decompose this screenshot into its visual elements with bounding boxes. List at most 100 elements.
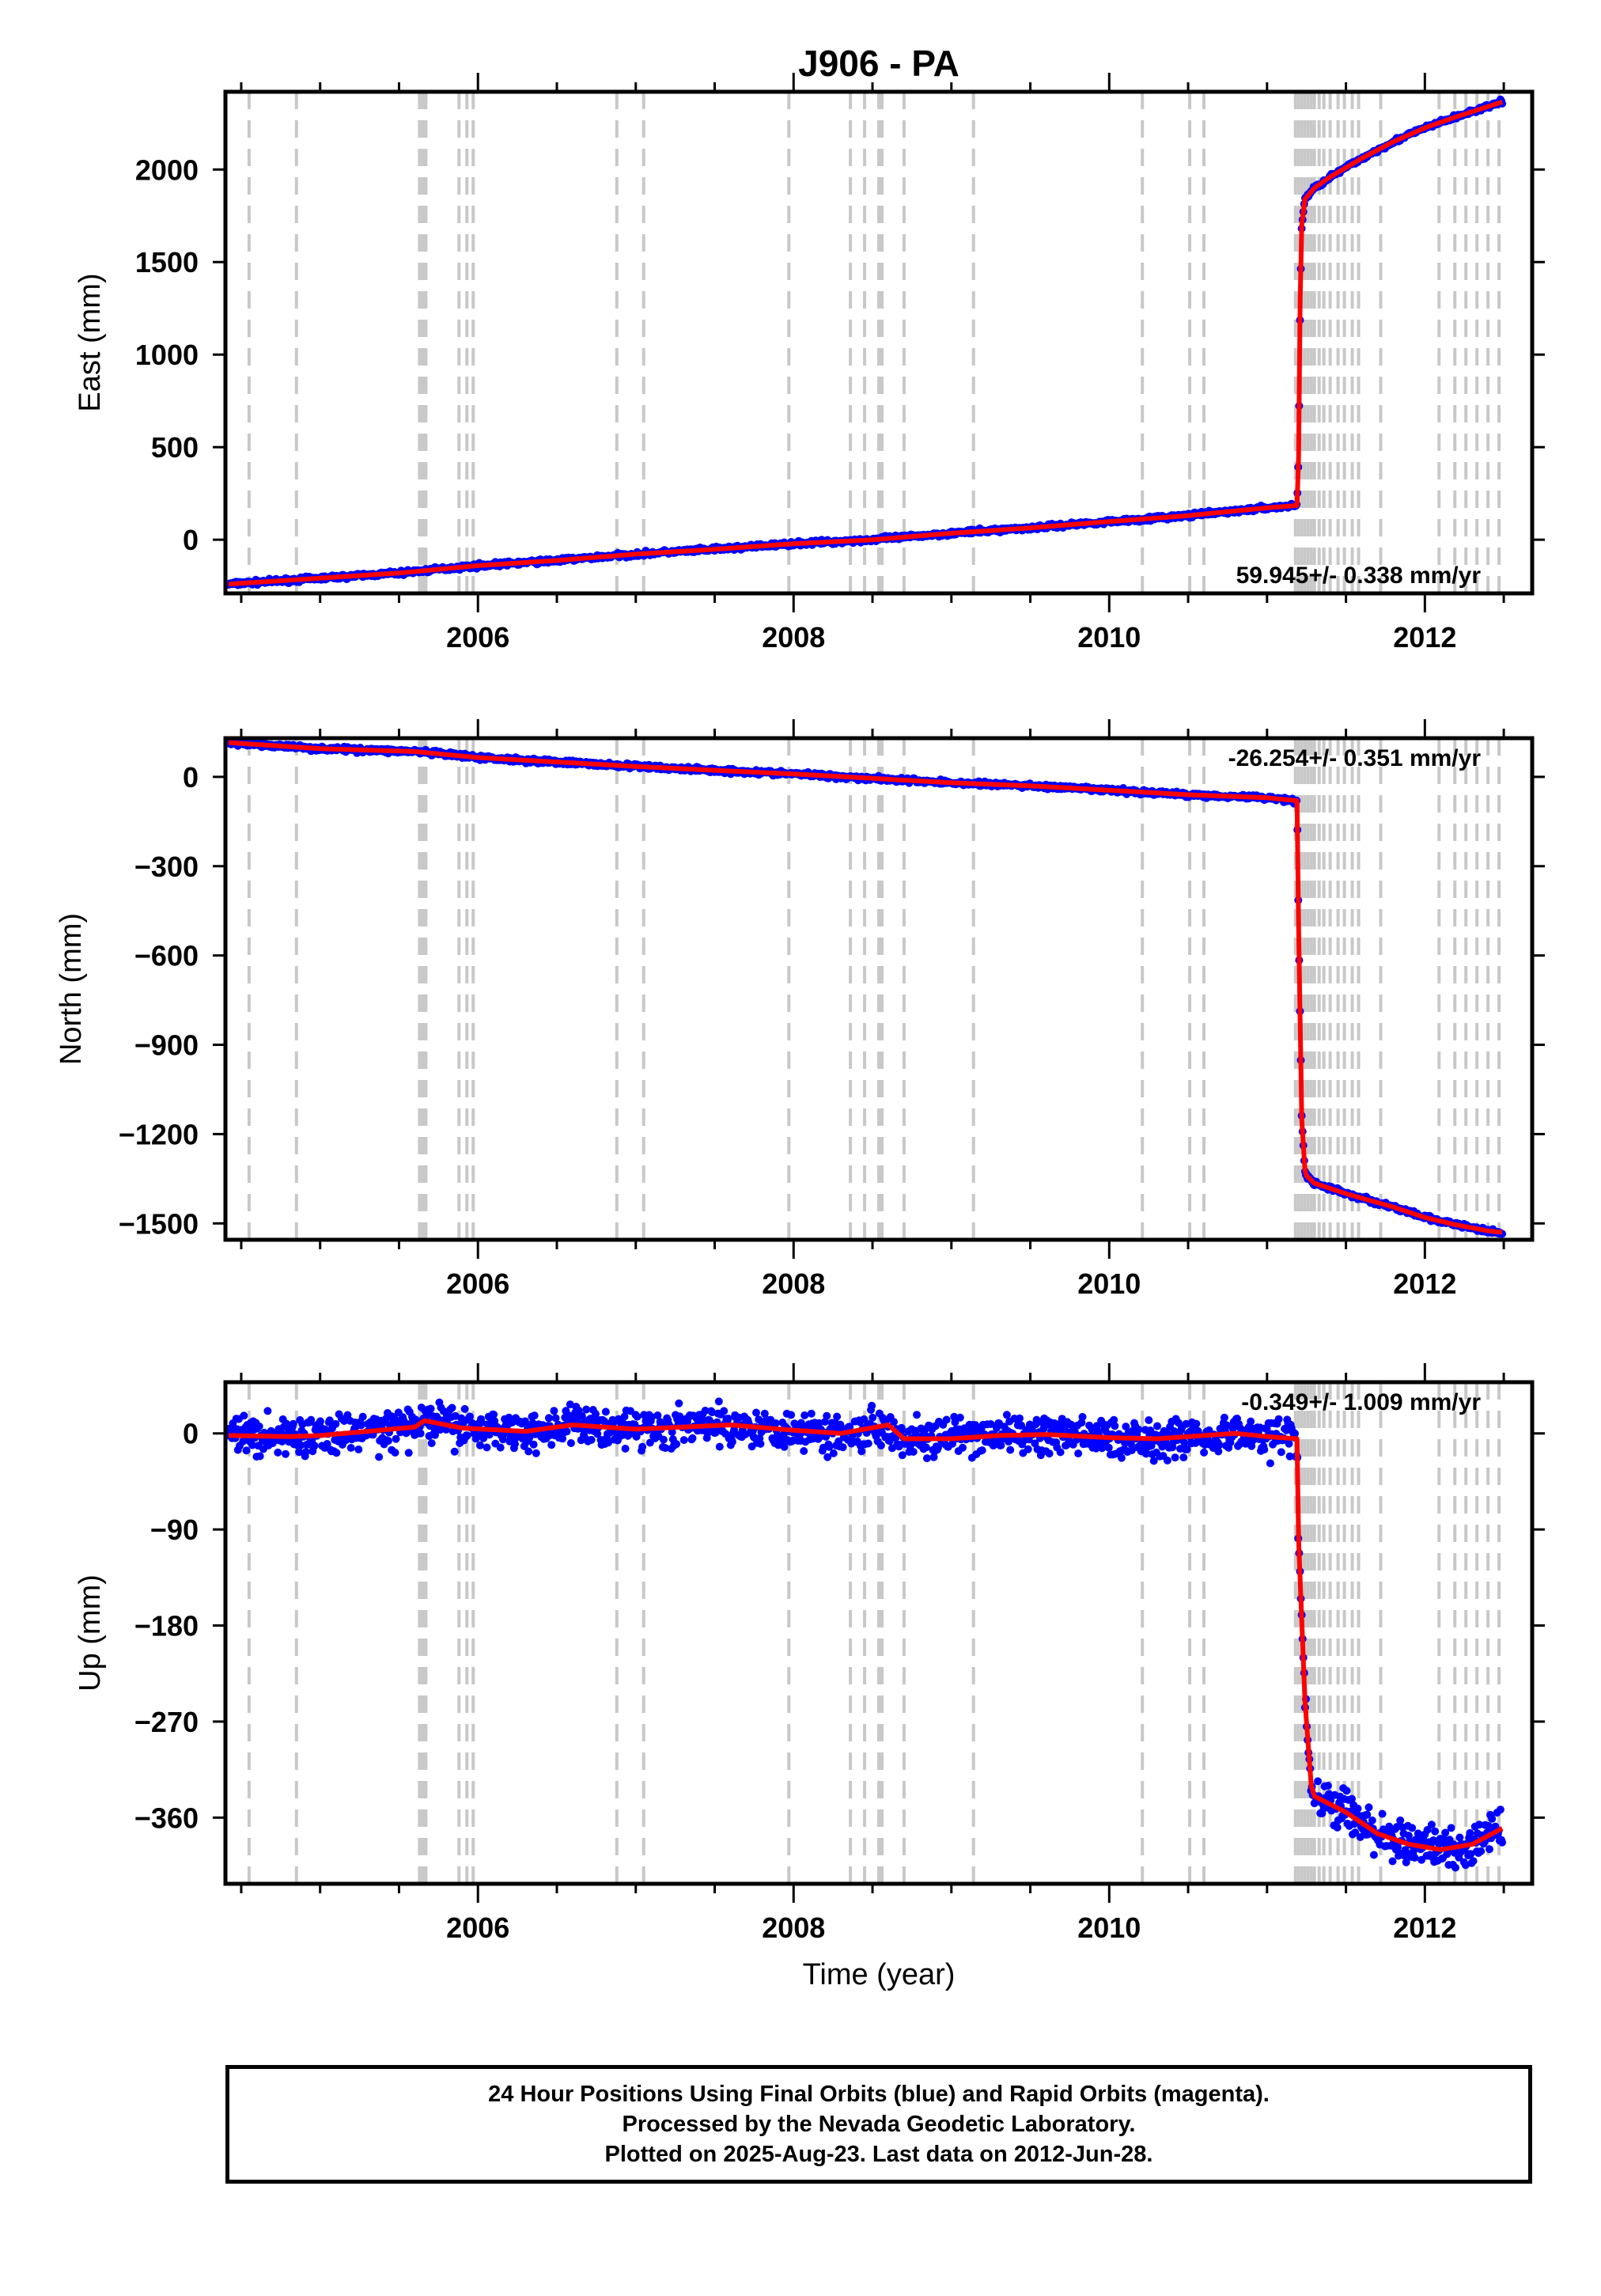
up-data-point	[1410, 1846, 1418, 1855]
up-data-point	[307, 1415, 316, 1424]
up-data-point	[1475, 1821, 1484, 1829]
up-data-point	[1285, 1452, 1294, 1461]
east-y-tick-label: 500	[151, 431, 199, 464]
up-data-point	[274, 1448, 282, 1457]
up-data-point	[1126, 1439, 1135, 1448]
up-data-point	[823, 1453, 832, 1461]
up-data-point	[1378, 1809, 1387, 1818]
up-data-point	[1364, 1803, 1373, 1812]
east-x-tick-label: 2008	[762, 621, 825, 654]
up-data-point	[478, 1419, 486, 1426]
east-x-tick-label: 2012	[1393, 621, 1456, 654]
up-data-point	[357, 1421, 365, 1430]
up-data-point	[427, 1439, 436, 1448]
up-x-tick-label: 2008	[762, 1911, 825, 1944]
up-data-point	[1469, 1857, 1478, 1866]
up-data-point	[790, 1419, 799, 1428]
up-data-point	[1056, 1448, 1065, 1457]
up-data-point	[1104, 1443, 1113, 1452]
up-data-point	[316, 1417, 324, 1426]
up-data-point	[255, 1422, 263, 1430]
up-data-point	[659, 1435, 668, 1444]
up-y-tick-label: −270	[134, 1706, 199, 1738]
up-data-point	[1408, 1824, 1417, 1832]
up-data-point	[978, 1446, 986, 1455]
up-data-point	[426, 1404, 435, 1413]
up-data-point	[325, 1416, 334, 1425]
up-data-point	[1410, 1854, 1419, 1862]
north-rate-label: -26.254+/- 0.351 mm/yr	[1228, 745, 1482, 771]
east-rate-label: 59.945+/- 0.338 mm/yr	[1236, 563, 1482, 589]
east-x-tick-label: 2010	[1077, 621, 1141, 654]
north-model-line	[228, 740, 1503, 1235]
up-data-point	[1488, 1814, 1497, 1823]
up-data-point	[846, 1423, 854, 1431]
up-y-tick-label: −90	[150, 1514, 199, 1546]
up-x-tick-label: 2010	[1077, 1911, 1141, 1944]
up-data-point	[551, 1414, 560, 1423]
up-data-point	[1110, 1415, 1118, 1424]
up-data-point	[295, 1448, 304, 1457]
up-data-point	[1441, 1828, 1450, 1837]
up-data-point	[562, 1427, 571, 1436]
up-data-point	[1274, 1415, 1283, 1423]
up-data-point	[1163, 1457, 1171, 1464]
up-data-point	[1078, 1412, 1087, 1421]
up-data-point	[392, 1434, 400, 1443]
footer-line-3: Plotted on 2025-Aug-23. Last data on 201…	[604, 2142, 1153, 2167]
up-data-point	[1363, 1810, 1372, 1819]
up-data-point	[1414, 1829, 1422, 1838]
up-data-point	[701, 1407, 710, 1415]
up-data-point	[1262, 1425, 1271, 1434]
up-rate-label: -0.349+/- 1.009 mm/yr	[1241, 1389, 1481, 1415]
up-data-point	[1183, 1445, 1191, 1453]
north-axis-label: North (mm)	[55, 913, 88, 1065]
north-x-tick-label: 2006	[446, 1267, 509, 1300]
up-data-point	[815, 1419, 823, 1427]
up-data-point	[1200, 1448, 1209, 1457]
east-y-tick-label: 1000	[135, 339, 199, 371]
up-data-point	[833, 1412, 842, 1421]
up-data-point	[661, 1444, 670, 1453]
up-data-point	[263, 1407, 272, 1415]
up-data-point	[1111, 1422, 1119, 1430]
up-data-point	[1171, 1453, 1179, 1462]
up-data-point	[1314, 1777, 1322, 1786]
up-data-point	[1396, 1816, 1405, 1824]
up-data-point	[550, 1407, 558, 1415]
up-data-point	[1325, 1790, 1333, 1798]
up-data-point	[728, 1438, 736, 1446]
up-data-point	[1260, 1445, 1269, 1454]
north-y-tick-label: −900	[134, 1029, 199, 1062]
footer-line-1: 24 Hour Positions Using Final Orbits (bl…	[488, 2082, 1270, 2107]
up-data-point	[711, 1428, 720, 1437]
up-data-point	[1455, 1833, 1464, 1842]
up-data-point	[771, 1419, 780, 1427]
up-data-point	[1356, 1833, 1364, 1841]
up-data-point	[450, 1447, 459, 1456]
up-data-point	[1247, 1442, 1256, 1450]
up-data-point	[1486, 1845, 1493, 1854]
up-data-point	[582, 1405, 591, 1414]
up-data-point	[668, 1428, 676, 1437]
up-data-point	[1477, 1847, 1486, 1855]
up-plot-frame	[223, 1380, 1535, 1886]
up-data-point	[869, 1413, 877, 1422]
up-data-point	[1427, 1821, 1436, 1829]
up-data-point	[1179, 1453, 1188, 1462]
up-data-point	[823, 1411, 831, 1420]
up-data-point	[1223, 1421, 1232, 1430]
up-data-point	[331, 1419, 340, 1428]
up-data-point	[1149, 1457, 1158, 1465]
up-data-point	[1092, 1444, 1100, 1453]
north-x-tick-label: 2012	[1393, 1267, 1456, 1300]
up-data-point	[391, 1449, 399, 1457]
up-data-point	[913, 1411, 921, 1419]
up-data-point	[1451, 1863, 1459, 1872]
up-data-point	[756, 1439, 765, 1448]
up-data-point	[807, 1409, 816, 1418]
